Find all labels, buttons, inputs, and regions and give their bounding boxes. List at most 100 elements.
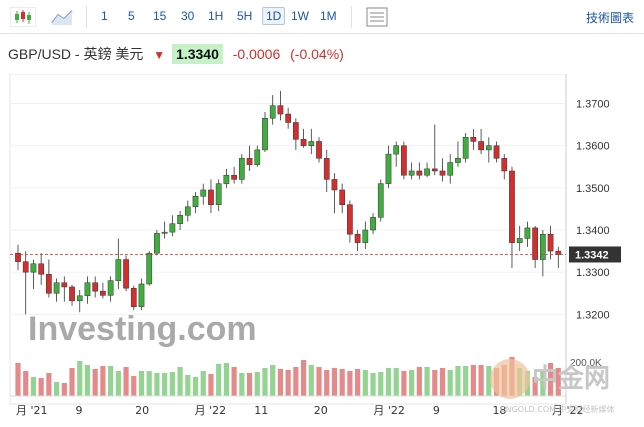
candle-body bbox=[177, 215, 183, 224]
y-tick-label: 1.3200 bbox=[576, 309, 610, 321]
volume-bar bbox=[447, 370, 453, 396]
candle-body bbox=[107, 280, 114, 296]
volume-bar bbox=[53, 382, 60, 396]
price-change-pct: (-0.04%) bbox=[290, 46, 344, 62]
volume-bar bbox=[200, 371, 206, 396]
interval-1h[interactable]: 1H bbox=[208, 9, 224, 23]
volume-bar bbox=[532, 377, 538, 396]
candlestick-icon[interactable] bbox=[10, 7, 36, 27]
candle-body bbox=[470, 137, 477, 142]
candle-body bbox=[431, 168, 438, 172]
candle-body bbox=[501, 158, 508, 172]
volume-bar bbox=[246, 373, 253, 396]
volume-bar bbox=[270, 365, 276, 396]
volume-bar bbox=[15, 363, 21, 396]
volume-bar bbox=[138, 371, 145, 396]
candle-body bbox=[539, 233, 546, 260]
candle-body bbox=[339, 189, 346, 205]
volume-bar bbox=[470, 365, 476, 396]
technical-chart-link[interactable]: 技術圖表 bbox=[585, 11, 634, 25]
volume-bar bbox=[370, 373, 376, 396]
grid-settings-icon[interactable] bbox=[366, 7, 388, 27]
candle-body bbox=[493, 145, 500, 159]
candle-body bbox=[238, 158, 245, 180]
candle-body bbox=[485, 145, 492, 151]
last-price: 1.3340 bbox=[172, 44, 223, 64]
interval-15[interactable]: 15 bbox=[153, 9, 167, 23]
interval-1w[interactable]: 1W bbox=[291, 9, 309, 23]
x-tick-label: 月 '22 bbox=[373, 404, 405, 417]
volume-bar bbox=[409, 370, 415, 396]
candle-body bbox=[262, 118, 268, 151]
candle-body bbox=[53, 282, 60, 294]
candle-body bbox=[192, 196, 199, 208]
volume-bar bbox=[547, 363, 554, 396]
price-chart[interactable]: Investing.com 1.3700 1.3600 1.3500 1.3400 1.… bbox=[0, 74, 644, 427]
candle-body bbox=[146, 252, 153, 285]
investing-logo-text: Investing.com bbox=[28, 310, 257, 348]
volume-bar bbox=[115, 371, 121, 396]
candle-body bbox=[38, 263, 45, 275]
candle-body bbox=[393, 145, 400, 155]
interval-1m[interactable]: 1M bbox=[320, 9, 337, 23]
volume-bar bbox=[169, 372, 175, 396]
x-tick-label: 9 bbox=[76, 404, 83, 417]
volume-bar bbox=[393, 368, 399, 396]
candle-body bbox=[323, 158, 330, 180]
y-tick-label: 1.3500 bbox=[576, 183, 610, 195]
candle-body bbox=[30, 263, 37, 273]
volume-bar bbox=[285, 370, 291, 396]
candle-body bbox=[46, 274, 52, 294]
volume-bar bbox=[69, 368, 75, 396]
x-tick-label: 月 '22 bbox=[195, 404, 227, 417]
interval-5h[interactable]: 5H bbox=[237, 9, 253, 23]
interval-1d[interactable]: 1D bbox=[262, 7, 286, 25]
candle-body bbox=[138, 283, 145, 308]
candle-body bbox=[524, 227, 531, 239]
volume-bar bbox=[478, 365, 484, 396]
volume-bar bbox=[385, 368, 392, 396]
candle-body bbox=[377, 183, 384, 218]
volume-bar bbox=[378, 372, 384, 396]
volume-bar bbox=[23, 371, 29, 396]
interval-1[interactable]: 1 bbox=[101, 9, 108, 23]
candle-body bbox=[161, 231, 168, 234]
candle-body bbox=[308, 141, 315, 146]
x-tick-label: 月 '22 bbox=[552, 404, 584, 417]
volume-bar bbox=[401, 371, 407, 396]
volume-bar bbox=[555, 368, 561, 396]
volume-bar bbox=[331, 368, 338, 396]
candle-body bbox=[200, 189, 207, 197]
candle-body bbox=[100, 290, 106, 296]
candle-body bbox=[208, 189, 214, 205]
candle-body bbox=[547, 233, 554, 252]
x-tick-label: 20 bbox=[314, 404, 328, 417]
y-tick-label: 1.3300 bbox=[576, 267, 610, 279]
candle-body bbox=[22, 261, 29, 273]
x-tick-label: 20 bbox=[135, 404, 149, 417]
quote-header: GBP/USD - 英鎊 美元 ▼ 1.3340 -0.0006 (-0.04%… bbox=[8, 44, 344, 66]
last-price-tag bbox=[569, 246, 621, 263]
volume-bar bbox=[424, 367, 430, 396]
y-tick-label: 1.3700 bbox=[576, 99, 610, 111]
volume-bar bbox=[38, 378, 44, 396]
price-change: -0.0006 bbox=[232, 46, 281, 62]
candle-body bbox=[555, 250, 562, 255]
volume-bar bbox=[362, 370, 368, 396]
volume-bar bbox=[192, 377, 199, 396]
x-tick-label: 18 bbox=[492, 404, 506, 417]
candle-body bbox=[293, 122, 299, 140]
interval-5[interactable]: 5 bbox=[128, 9, 135, 23]
volume-bar bbox=[416, 367, 422, 396]
candle-body bbox=[76, 295, 83, 302]
volume-bar bbox=[131, 376, 137, 396]
area-chart-icon[interactable] bbox=[50, 7, 76, 27]
volume-bar bbox=[463, 366, 469, 396]
interval-30[interactable]: 30 bbox=[181, 9, 195, 23]
volume-bar bbox=[154, 373, 160, 396]
candle-body bbox=[277, 105, 284, 115]
candle-body bbox=[254, 149, 261, 165]
volume-bar bbox=[355, 369, 361, 396]
volume-bar bbox=[540, 370, 546, 396]
candle-body bbox=[215, 183, 222, 205]
